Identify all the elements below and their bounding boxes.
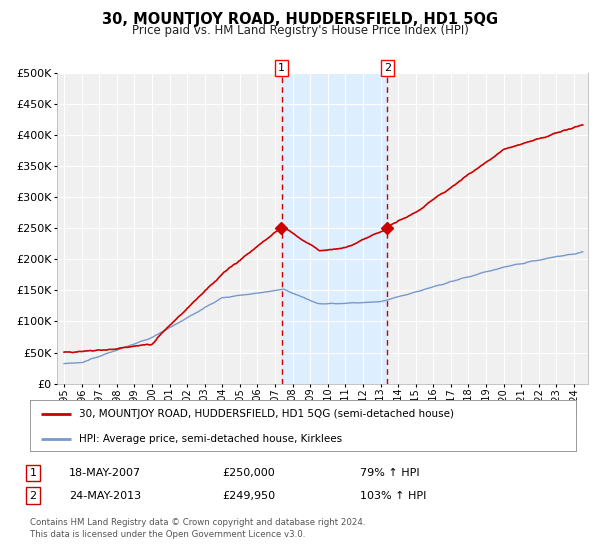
- Text: 18-MAY-2007: 18-MAY-2007: [69, 468, 141, 478]
- Text: 2: 2: [384, 63, 391, 73]
- Text: 24-MAY-2013: 24-MAY-2013: [69, 491, 141, 501]
- Text: 1: 1: [278, 63, 285, 73]
- Text: 30, MOUNTJOY ROAD, HUDDERSFIELD, HD1 5QG (semi-detached house): 30, MOUNTJOY ROAD, HUDDERSFIELD, HD1 5QG…: [79, 409, 454, 419]
- Text: 103% ↑ HPI: 103% ↑ HPI: [360, 491, 427, 501]
- Text: Contains HM Land Registry data © Crown copyright and database right 2024.
This d: Contains HM Land Registry data © Crown c…: [30, 518, 365, 539]
- Text: £250,000: £250,000: [222, 468, 275, 478]
- Text: 2: 2: [29, 491, 37, 501]
- Text: 1: 1: [29, 468, 37, 478]
- Text: HPI: Average price, semi-detached house, Kirklees: HPI: Average price, semi-detached house,…: [79, 433, 342, 444]
- Text: Price paid vs. HM Land Registry's House Price Index (HPI): Price paid vs. HM Land Registry's House …: [131, 24, 469, 36]
- Text: £249,950: £249,950: [222, 491, 275, 501]
- Bar: [282, 73, 388, 384]
- Text: 79% ↑ HPI: 79% ↑ HPI: [360, 468, 419, 478]
- Text: 30, MOUNTJOY ROAD, HUDDERSFIELD, HD1 5QG: 30, MOUNTJOY ROAD, HUDDERSFIELD, HD1 5QG: [102, 12, 498, 27]
